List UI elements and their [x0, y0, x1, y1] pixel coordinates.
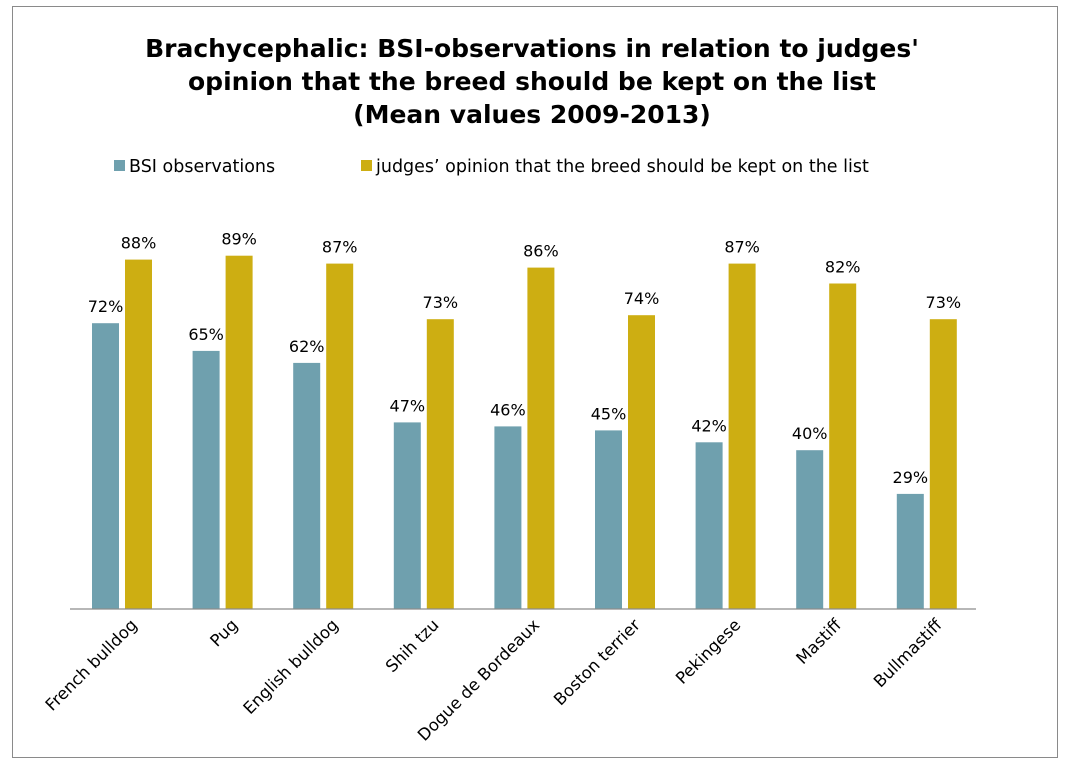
data-labels: 72% 88% 65% 89% 62% 87% 47% 73% 46% 86% 45% 74% 42% 8… — [88, 230, 961, 487]
bar-bsi-pekingese — [695, 442, 723, 609]
bar-judges-pug — [225, 255, 253, 609]
bar-bsi-bullmastiff — [896, 493, 924, 609]
data-label-bsi-french-bulldog: 72% — [88, 297, 124, 316]
legend-swatch-judges — [361, 160, 372, 171]
data-label-judges-shih-tzu: 73% — [423, 293, 459, 312]
bar-judges-mastiff — [829, 283, 857, 609]
data-label-judges-french-bulldog: 88% — [121, 234, 157, 253]
bar-bsi-dogue-de-bordeaux — [494, 426, 522, 609]
data-label-bsi-mastiff: 40% — [792, 424, 828, 443]
legend-label-judges: judges’ opinion that the breed should be… — [375, 157, 869, 177]
data-label-judges-bullmastiff: 73% — [926, 293, 962, 312]
chart-title-line-3: (Mean values 2009-2013) — [353, 100, 711, 129]
x-tick-shih-tzu: Shih tzu — [382, 615, 443, 676]
data-label-judges-english-bulldog: 87% — [322, 238, 358, 257]
bar-judges-boston-terrier — [628, 315, 655, 609]
x-tick-french-bulldog: French bulldog — [42, 615, 141, 714]
chart-title: Brachycephalic: BSI-observations in rela… — [145, 34, 919, 129]
bar-judges-bullmastiff — [929, 319, 957, 609]
data-label-bsi-dogue-de-bordeaux: 46% — [490, 400, 526, 419]
x-tick-bullmastiff: Bullmastiff — [870, 615, 946, 691]
legend: BSI observations judges’ opinion that th… — [114, 157, 869, 177]
data-label-judges-pug: 89% — [221, 230, 257, 249]
x-tick-english-bulldog: English bulldog — [240, 615, 343, 718]
data-label-bsi-boston-terrier: 45% — [591, 404, 627, 423]
data-label-judges-mastiff: 82% — [825, 258, 861, 277]
bars — [92, 255, 957, 610]
data-label-judges-dogue-de-bordeaux: 86% — [523, 242, 559, 261]
bar-judges-english-bulldog — [326, 263, 354, 609]
chart-title-line-1: Brachycephalic: BSI-observations in rela… — [145, 34, 919, 63]
bar-judges-french-bulldog — [125, 259, 152, 609]
data-label-judges-pekingese: 87% — [724, 238, 760, 257]
bar-bsi-french-bulldog — [92, 323, 119, 609]
bar-judges-pekingese — [728, 263, 756, 609]
bar-bsi-boston-terrier — [595, 430, 622, 610]
data-label-bsi-bullmastiff: 29% — [893, 468, 929, 487]
bar-bsi-english-bulldog — [293, 362, 321, 609]
chart-title-line-2: opinion that the breed should be kept on… — [188, 67, 876, 96]
legend-swatch-bsi — [114, 160, 125, 171]
bar-bsi-mastiff — [796, 450, 824, 609]
x-tick-pug: Pug — [206, 615, 241, 650]
x-tick-pekingese: Pekingese — [672, 615, 744, 687]
bar-bsi-pug — [192, 350, 220, 609]
bar-judges-shih-tzu — [426, 319, 454, 609]
data-label-bsi-english-bulldog: 62% — [289, 337, 325, 356]
bar-judges-dogue-de-bordeaux — [527, 267, 555, 609]
data-label-judges-boston-terrier: 74% — [624, 289, 660, 308]
data-label-bsi-shih-tzu: 47% — [390, 396, 426, 415]
data-label-bsi-pekingese: 42% — [691, 416, 727, 435]
data-label-bsi-pug: 65% — [188, 325, 224, 344]
legend-label-bsi: BSI observations — [129, 157, 275, 177]
x-tick-boston-terrier: Boston terrier — [550, 615, 644, 709]
bar-bsi-shih-tzu — [393, 422, 421, 609]
x-tick-mastiff: Mastiff — [792, 615, 845, 668]
